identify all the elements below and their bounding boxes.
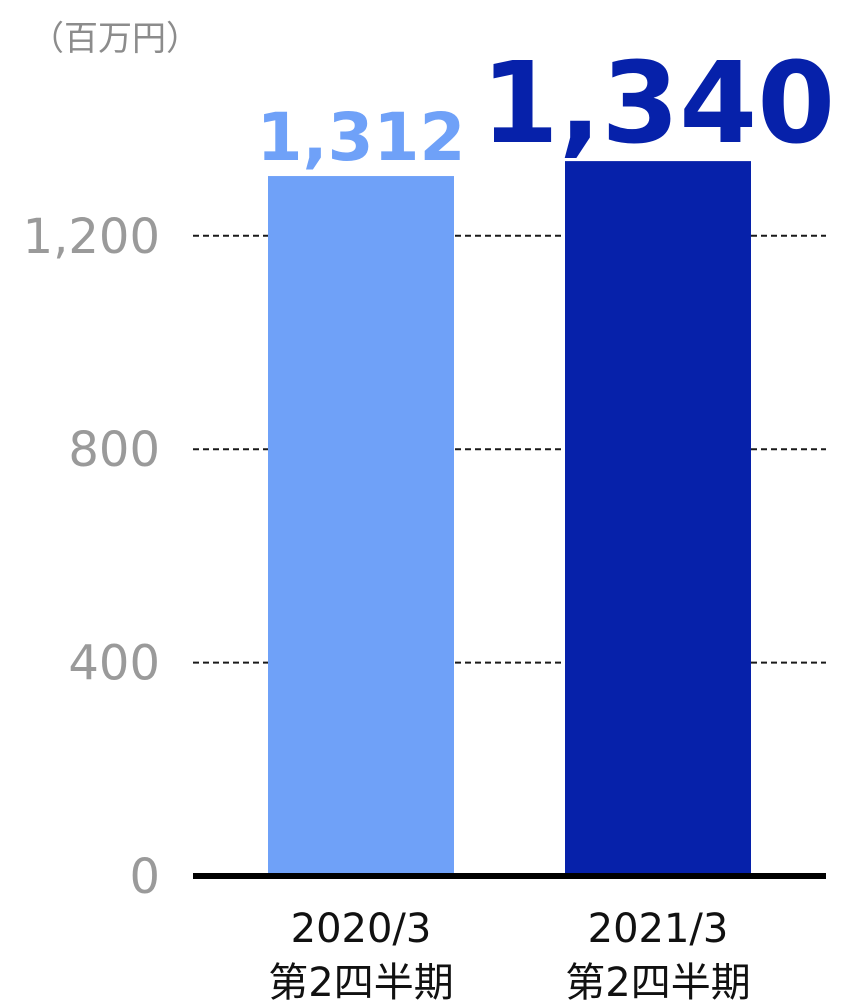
bars (268, 161, 751, 877)
bar-0 (268, 176, 454, 877)
category-label-0-line-0: 2020/3 (291, 906, 432, 952)
value-label-0: 1,312 (257, 99, 466, 176)
y-axis-ticks: 0 400 800 1,200 (23, 209, 160, 905)
value-label-1: 1,340 (481, 39, 835, 169)
y-tick-label: 0 (129, 849, 160, 905)
category-label-0-line-1: 第2四半期 (268, 960, 453, 1006)
gridlines (193, 234, 826, 664)
y-tick-label: 400 (68, 636, 160, 692)
category-labels: 2020/3 第2四半期 2021/3 第2四半期 (268, 906, 750, 1006)
bar-1 (565, 161, 751, 877)
unit-label: （百万円） (30, 19, 200, 59)
category-label-1-line-0: 2021/3 (588, 906, 729, 952)
category-label-1-line-1: 第2四半期 (565, 960, 750, 1006)
y-tick-label: 1,200 (23, 209, 160, 265)
value-labels: 1,312 1,340 (257, 39, 836, 176)
y-tick-label: 800 (68, 422, 160, 478)
